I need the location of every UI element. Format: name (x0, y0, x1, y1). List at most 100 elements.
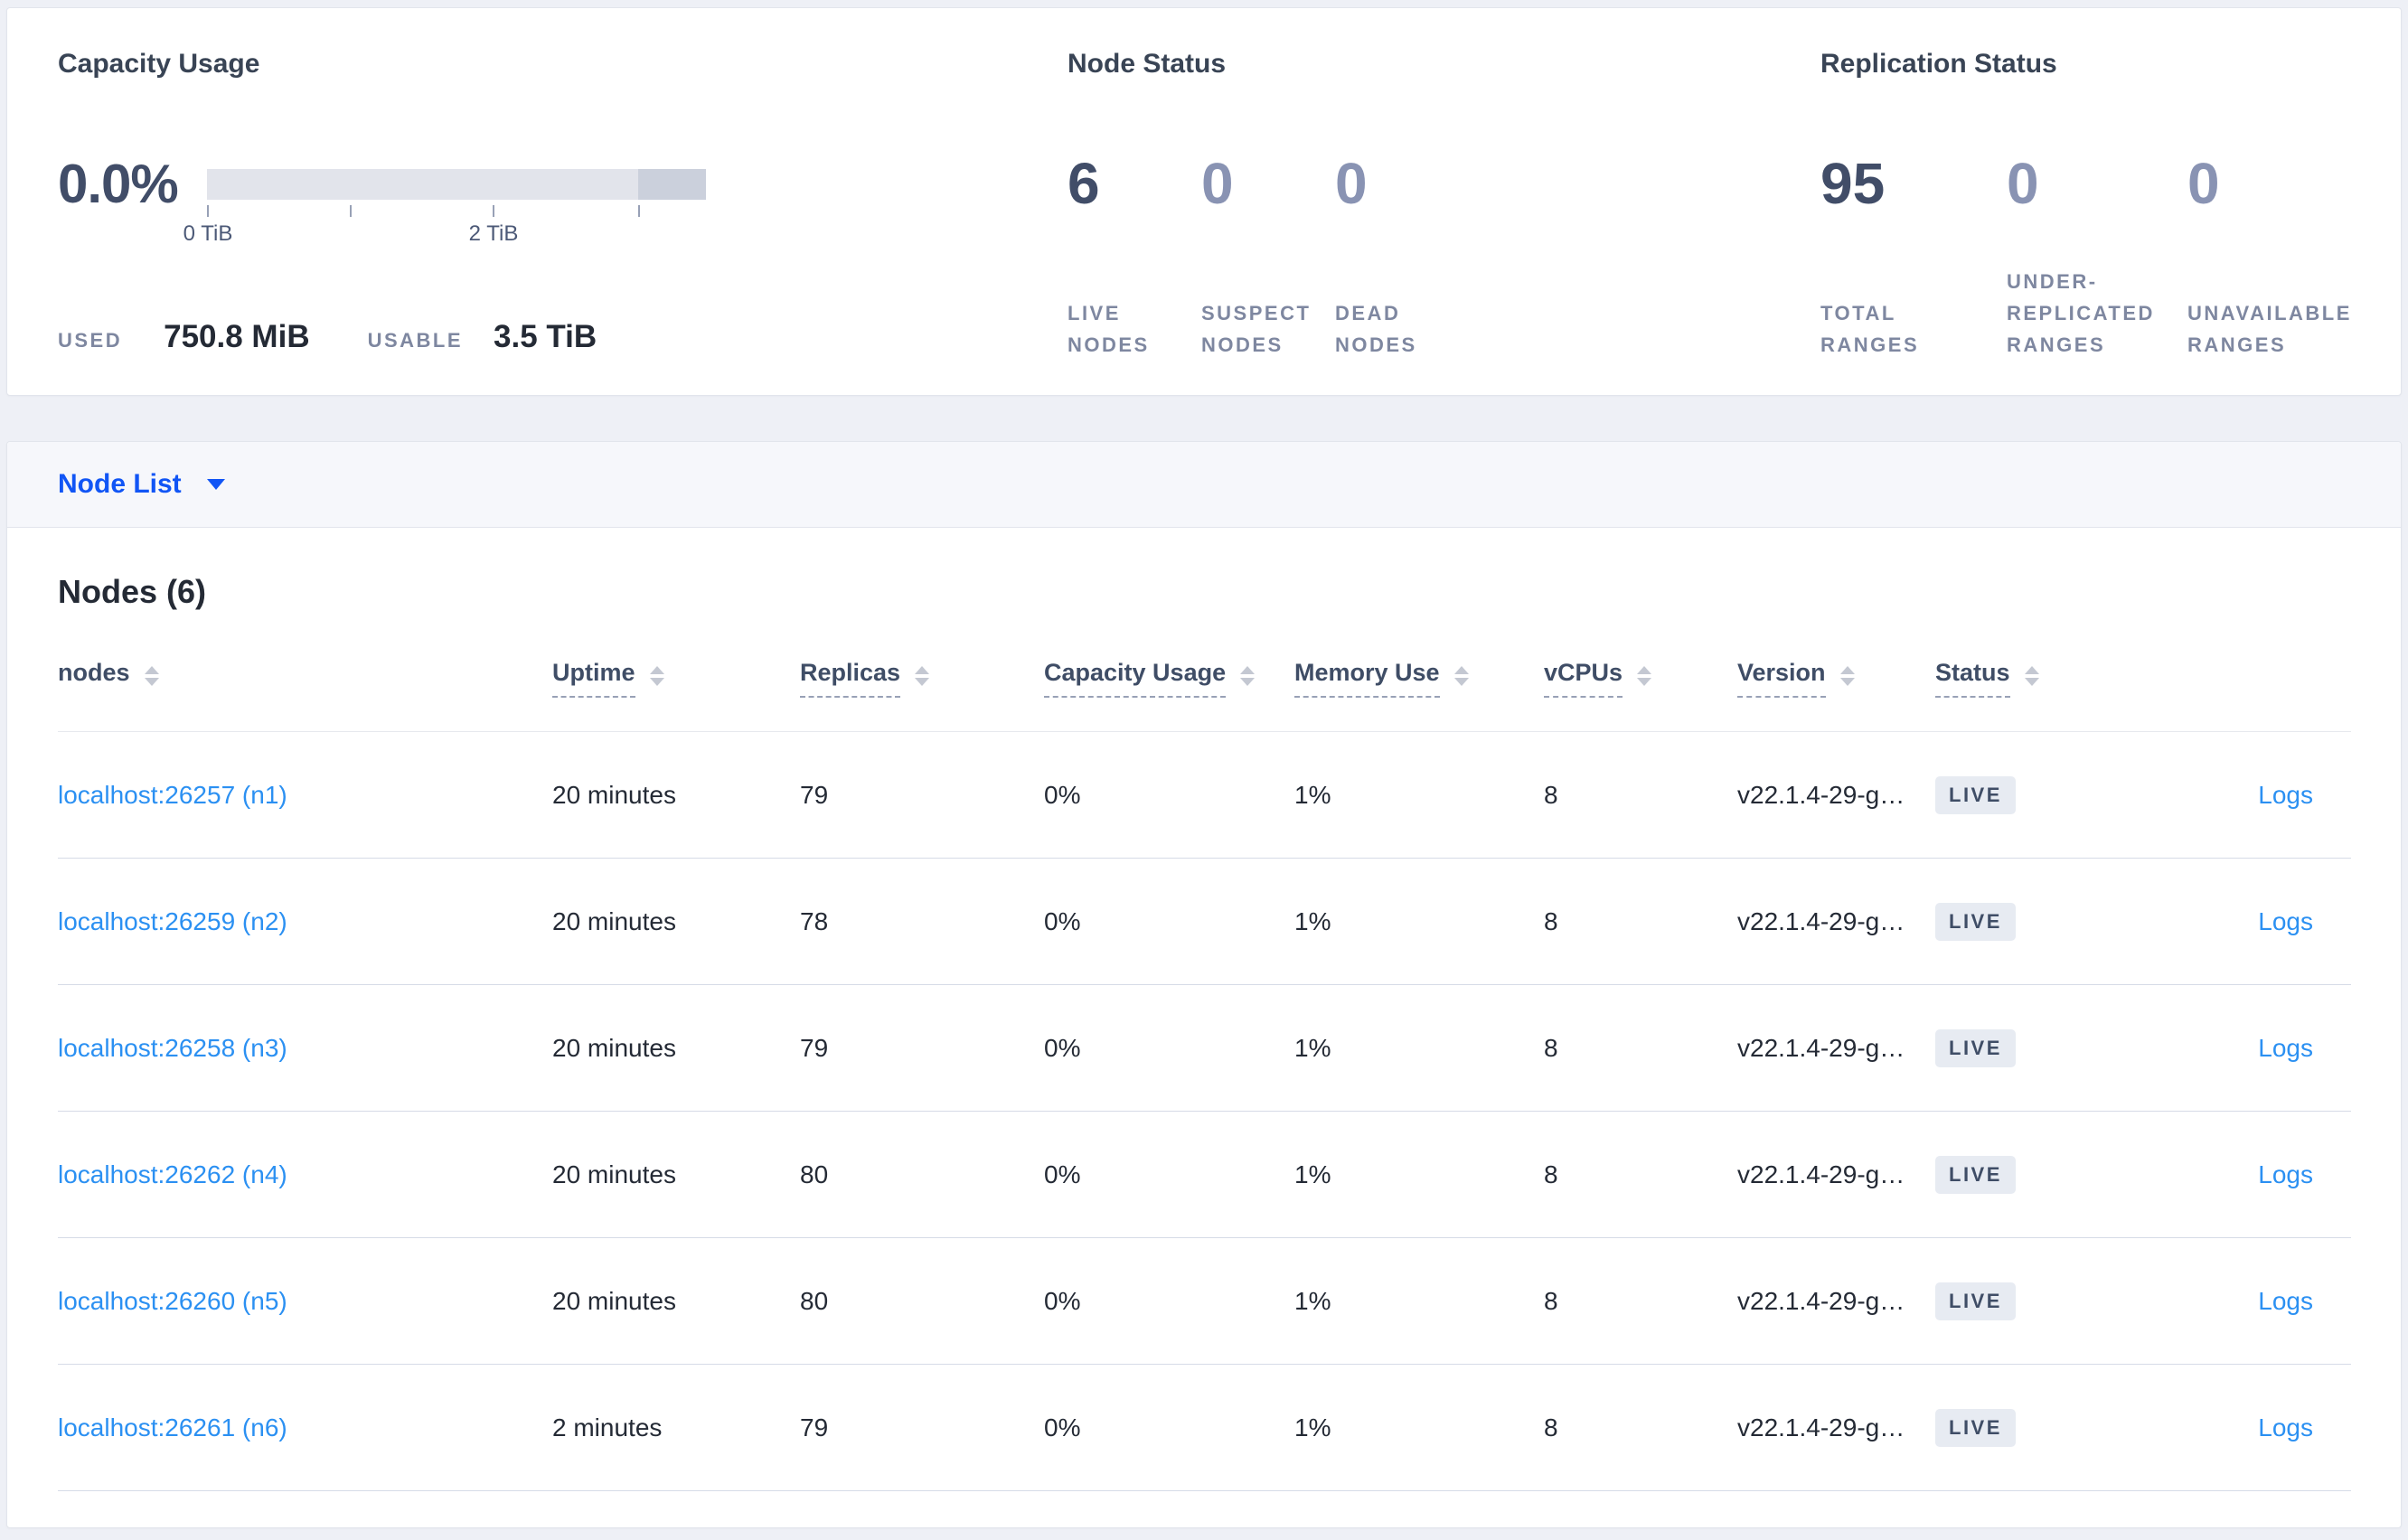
vcpus-cell: 8 (1544, 780, 1558, 809)
column-header-memory-use[interactable]: Memory Use (1294, 659, 1544, 698)
unavailable-ranges-label: UNAVAILABLE RANGES (2187, 302, 2352, 356)
status-badge-cell: LIVE (1935, 1028, 2148, 1067)
column-header-capacity-usage[interactable]: Capacity Usage (1044, 659, 1294, 698)
version-cell: v22.1.4-29-g… (1737, 1286, 1905, 1315)
logs-link[interactable]: Logs (2258, 1286, 2313, 1315)
memory-use-cell: 1% (1294, 1160, 1331, 1188)
vcpus-cell-cell: 8 (1544, 1034, 1737, 1063)
table-row: localhost:26258 (n3) 20 minutes 79 0% 1% 8 v22… (58, 985, 2351, 1112)
column-header-label: nodes (58, 659, 130, 686)
column-header-replicas[interactable]: Replicas (800, 659, 1044, 698)
logs-link[interactable]: Logs (2258, 1413, 2313, 1441)
status-badge: LIVE (1935, 1028, 2016, 1067)
memory-use-cell: 1% (1294, 1033, 1331, 1062)
status-badge-cell: LIVE (1935, 1155, 2148, 1194)
capacity-usage-title: Capacity Usage (58, 49, 260, 79)
uptime-cell: 20 minutes (552, 1286, 676, 1315)
logs-link[interactable]: Logs (2258, 1033, 2313, 1062)
live-nodes-value: 6 (1068, 151, 1100, 216)
replicas-cell: 79 (800, 1413, 829, 1441)
status-badge: LIVE (1935, 1408, 2016, 1447)
version-cell: v22.1.4-29-g… (1737, 906, 1905, 935)
column-header-uptime[interactable]: Uptime (552, 659, 800, 698)
memory-use-cell-cell: 1% (1294, 907, 1544, 936)
logs-link[interactable]: Logs (2258, 780, 2313, 809)
node-link-cell: localhost:26259 (n2) (58, 907, 552, 936)
logs-link-cell: Logs (2148, 1287, 2351, 1316)
uptime-cell: 20 minutes (552, 1033, 676, 1062)
vcpus-cell-cell: 8 (1544, 1287, 1737, 1316)
version-cell-cell: v22.1.4-29-g… (1737, 1034, 1935, 1063)
column-header-status[interactable]: Status (1935, 659, 2148, 698)
node-list-panel: Node List Nodes (6) nodes Uptime Replicas C… (6, 441, 2402, 1528)
vcpus-cell-cell: 8 (1544, 907, 1737, 936)
uptime-cell-cell: 20 minutes (552, 1287, 800, 1316)
logs-link[interactable]: Logs (2258, 906, 2313, 935)
status-badge-cell: LIVE (1935, 902, 2148, 941)
logs-link-cell: Logs (2148, 781, 2351, 810)
table-row: localhost:26260 (n5) 20 minutes 80 0% 1% 8 v22… (58, 1238, 2351, 1365)
version-cell: v22.1.4-29-g… (1737, 780, 1905, 809)
live-nodes-label: LIVE NODES (1068, 302, 1150, 356)
node-link[interactable]: localhost:26258 (n3) (58, 1033, 287, 1062)
replicas-cell: 79 (800, 780, 829, 809)
usable-value: 3.5 TiB (494, 319, 597, 354)
column-header-version[interactable]: Version (1737, 659, 1935, 698)
node-link[interactable]: localhost:26260 (n5) (58, 1286, 287, 1315)
sort-icon (1240, 665, 1256, 686)
vcpus-cell-cell: 8 (1544, 1160, 1737, 1189)
total-ranges-value: 95 (1820, 151, 1886, 216)
replicas-cell-cell: 80 (800, 1160, 1044, 1189)
capacity-usage-cell: 0% (1044, 1286, 1081, 1315)
node-status-section: Node Status 6 LIVE NODES 0 SUSPECT NODES 0 DE… (1068, 48, 1574, 361)
logs-link[interactable]: Logs (2258, 1160, 2313, 1188)
total-ranges-stat: 95 TOTAL RANGES (1820, 80, 2007, 361)
node-link[interactable]: localhost:26261 (n6) (58, 1413, 287, 1441)
column-header-vcpus[interactable]: vCPUs (1544, 659, 1737, 698)
replicas-cell-cell: 80 (800, 1287, 1044, 1316)
used-label: USED (58, 329, 123, 352)
uptime-cell: 20 minutes (552, 780, 676, 809)
capacity-usage-cell: 0% (1044, 906, 1081, 935)
column-header-nodes[interactable]: nodes (58, 659, 552, 698)
version-cell-cell: v22.1.4-29-g… (1737, 781, 1935, 810)
column-header-label: Capacity Usage (1044, 659, 1227, 698)
vcpus-cell: 8 (1544, 1413, 1558, 1441)
total-ranges-label: TOTAL RANGES (1820, 302, 1920, 356)
sort-icon (1637, 665, 1652, 686)
column-header-label: Replicas (800, 659, 901, 698)
node-link-cell: localhost:26257 (n1) (58, 781, 552, 810)
vcpus-cell: 8 (1544, 1286, 1558, 1315)
memory-use-cell: 1% (1294, 1413, 1331, 1441)
version-cell: v22.1.4-29-g… (1737, 1413, 1905, 1441)
unavailable-ranges-value: 0 (2187, 151, 2220, 216)
node-link[interactable]: localhost:26262 (n4) (58, 1160, 287, 1188)
under-replicated-ranges-value: 0 (2007, 151, 2039, 216)
capacity-usage-cell: 0% (1044, 1160, 1081, 1188)
memory-use-cell-cell: 1% (1294, 1034, 1544, 1063)
status-badge: LIVE (1935, 1282, 2016, 1320)
node-link[interactable]: localhost:26257 (n1) (58, 780, 287, 809)
column-header-label: Status (1935, 659, 2010, 698)
capacity-usage-cell: 0% (1044, 1413, 1081, 1441)
version-cell: v22.1.4-29-g… (1737, 1033, 1905, 1062)
capacity-usage-cell: 0% (1044, 780, 1081, 809)
table-row: localhost:26257 (n1) 20 minutes 79 0% 1% 8 v22… (58, 732, 2351, 859)
replication-status-stats: 95 TOTAL RANGES 0 UNDER-REPLICATED RANGES 0 U… (1820, 80, 2408, 361)
cluster-overview-page: Capacity Usage 0.0% 0 TiB 2 TiB (0, 7, 2408, 1528)
under-replicated-ranges-stat: 0 UNDER-REPLICATED RANGES (2007, 80, 2187, 361)
column-header-label: Version (1737, 659, 1826, 698)
cluster-summary-panel: Capacity Usage 0.0% 0 TiB 2 TiB (6, 7, 2402, 396)
capacity-usage-cell-cell: 0% (1044, 1287, 1294, 1316)
dead-nodes-value: 0 (1335, 151, 1368, 216)
uptime-cell: 20 minutes (552, 906, 676, 935)
uptime-cell-cell: 2 minutes (552, 1413, 800, 1442)
logs-link-cell: Logs (2148, 1413, 2351, 1442)
node-link[interactable]: localhost:26259 (n2) (58, 906, 287, 935)
replicas-cell: 79 (800, 1033, 829, 1062)
status-badge-cell: LIVE (1935, 775, 2148, 814)
view-mode-selector[interactable]: Node List (7, 442, 2401, 528)
capacity-usage-cell-cell: 0% (1044, 907, 1294, 936)
status-badge: LIVE (1935, 902, 2016, 941)
suspect-nodes-stat: 0 SUSPECT NODES (1201, 80, 1335, 361)
